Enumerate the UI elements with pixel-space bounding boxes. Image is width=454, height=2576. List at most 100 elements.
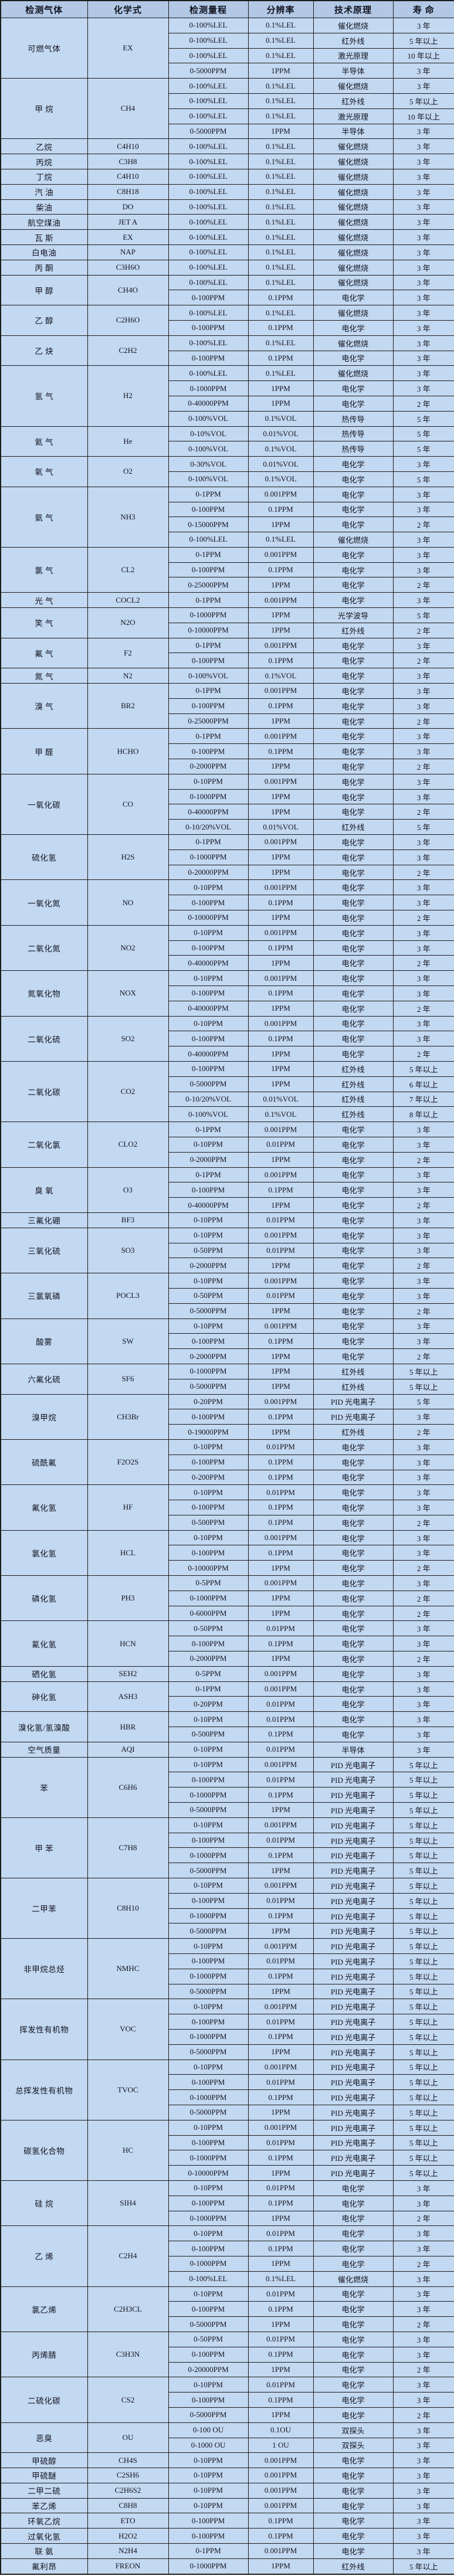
range-cell: 0-100%LEL bbox=[168, 2271, 249, 2287]
gas-name-cell: 三氯氧磷 bbox=[0, 1273, 88, 1319]
table-row: 丁烷 C4H10 0-100%LEL 0.1%LEL 催化燃烧 3 年 bbox=[0, 168, 454, 185]
resolution-cell: 1PPM bbox=[248, 864, 314, 881]
resolution-cell: 0.1PPM bbox=[248, 2150, 314, 2166]
table-row: 空气质量 AQI 0-10PPM 0.01PPM 半导体 3 年 bbox=[0, 1741, 454, 1758]
principle-cell: PID 光电离子 bbox=[313, 1923, 394, 1939]
range-cell: 0-10PPM bbox=[168, 1938, 249, 1954]
resolution-cell: 1PPM bbox=[248, 1061, 314, 1077]
principle-cell: 电化学 bbox=[313, 1575, 394, 1591]
range-cell: 0-1PPM bbox=[168, 637, 249, 654]
resolution-cell: 0.1PPM bbox=[248, 1787, 314, 1803]
principle-cell: 热传导 bbox=[313, 441, 394, 457]
table-row: 0-10000PPM 1PPM 红外线 2 年 bbox=[1, 622, 454, 638]
principle-cell: 电化学 bbox=[313, 1212, 394, 1228]
resolution-cell: 0.1%LEL bbox=[248, 138, 314, 155]
table-row: 氮氧化物 NOX 0-10PPM 0.001PPM 电化学 3 年 bbox=[0, 970, 454, 1017]
lifespan-cell: 2 年 bbox=[392, 1560, 454, 1576]
principle-cell: PID 光电离子 bbox=[313, 1892, 394, 1909]
lifespan-cell: 3 年 bbox=[392, 683, 454, 699]
resolution-cell: 0.1PPM bbox=[248, 653, 314, 669]
range-cell: 0-10PPM bbox=[168, 925, 249, 941]
range-cell: 0-10PPM bbox=[168, 2482, 249, 2499]
lifespan-cell: 5 年 bbox=[392, 426, 454, 442]
lifespan-cell: 3 年 bbox=[392, 1711, 454, 1728]
range-cell: 0-100%LEL bbox=[168, 108, 249, 124]
range-cell: 0-100PPM bbox=[168, 2241, 249, 2256]
range-cell: 0-1PPM bbox=[168, 1122, 249, 1137]
principle-cell: 电化学 bbox=[313, 970, 394, 986]
gas-name-cell: 氢 气 bbox=[0, 365, 88, 427]
table-row: 0-100%LEL 0.1%LEL 催化燃烧 3 年 bbox=[1, 2271, 454, 2287]
table-row: 环氧乙烷 ETO 0-100PPM 0.1PPM 电化学 3 年 bbox=[0, 2513, 454, 2529]
gas-name-cell: 甲 烷 bbox=[0, 78, 88, 140]
table-row: 二氧化氮 NO2 0-10PPM 0.001PPM 电化学 3 年 bbox=[0, 925, 454, 971]
formula-cell: N2 bbox=[87, 668, 169, 684]
lifespan-cell: 5 年以上 bbox=[392, 1968, 454, 1984]
lifespan-cell: 3 年 bbox=[392, 637, 454, 654]
lifespan-cell: 5 年以上 bbox=[392, 1983, 454, 2000]
principle-cell: 红外线 bbox=[313, 1061, 394, 1077]
resolution-cell: 1PPM bbox=[248, 1258, 314, 1274]
principle-cell: 电化学 bbox=[313, 2392, 394, 2408]
range-cell: 0-1PPM bbox=[168, 1167, 249, 1183]
formula-cell: NMHC bbox=[87, 1938, 169, 2000]
table-row: 乙 醇 C2H6O 0-100%LEL 0.1%LEL 催化燃烧 3 年 bbox=[0, 305, 454, 336]
table-row: 氯化氢 HCL 0-10PPM 0.001PPM 电化学 3 年 bbox=[0, 1530, 454, 1576]
lifespan-cell: 3 年 bbox=[392, 456, 454, 472]
gas-name-cell: 联 氨 bbox=[0, 2543, 88, 2559]
range-cell: 0-40000PPM bbox=[168, 804, 249, 820]
principle-cell: PID 光电离子 bbox=[313, 1787, 394, 1803]
header-cell-formula: 化学式 bbox=[87, 0, 169, 18]
lifespan-cell: 3 年 bbox=[392, 2377, 454, 2393]
resolution-cell: 1PPM bbox=[248, 1000, 314, 1017]
range-cell: 0-6000PPM bbox=[168, 1605, 249, 1622]
gas-name-cell: 六氟化硫 bbox=[0, 1363, 88, 1395]
range-cell: 0-100PPM bbox=[168, 1953, 249, 1969]
resolution-cell: 0.001PPM bbox=[248, 1318, 314, 1334]
principle-cell: 电化学 bbox=[313, 1151, 394, 1168]
lifespan-cell: 3 年 bbox=[392, 168, 454, 185]
formula-cell: C2SH6 bbox=[87, 2468, 169, 2483]
range-cell: 0-1000PPM bbox=[168, 2150, 249, 2166]
range-cell: 0-10PPM bbox=[168, 1999, 249, 2015]
principle-cell: 电化学 bbox=[313, 2195, 394, 2211]
lifespan-cell: 5 年以上 bbox=[392, 32, 454, 49]
range-cell: 0-5000PPM bbox=[168, 63, 249, 79]
range-cell: 0-1000 OU bbox=[168, 2437, 249, 2453]
lifespan-cell: 5 年以上 bbox=[392, 1878, 454, 1894]
gas-name-cell: 甲 苯 bbox=[0, 1817, 88, 1879]
table-row: 0-40000PPM 1PPM 电化学 2 年 bbox=[1, 395, 454, 412]
table-row: 0-100%VOL 0.1%VOL 热传导 5 年 bbox=[1, 410, 454, 427]
range-cell: 0-2000PPM bbox=[168, 1258, 249, 1274]
table-row: 0-1000PPM 0.1PPM PID 光电离子 5 年以上 bbox=[1, 2028, 454, 2045]
lifespan-cell: 2 年 bbox=[392, 1197, 454, 1213]
gas-name-cell: 氦 气 bbox=[0, 426, 88, 457]
range-cell: 0-1000PPM bbox=[168, 380, 249, 396]
gas-name-cell: 砷化氢 bbox=[0, 1681, 88, 1712]
principle-cell: 催化燃烧 bbox=[313, 18, 394, 33]
formula-cell: COCL2 bbox=[87, 592, 169, 609]
lifespan-cell: 2 年 bbox=[392, 2407, 454, 2423]
resolution-cell: 0.1PPM bbox=[248, 1847, 314, 1864]
lifespan-cell: 3 年 bbox=[392, 365, 454, 382]
formula-cell: C4H10 bbox=[87, 168, 169, 185]
table-row: 0-1000 OU 1 OU 双探头 3 年 bbox=[1, 2437, 454, 2453]
principle-cell: 电化学 bbox=[313, 380, 394, 396]
gas-name-cell: 一氧化碳 bbox=[0, 773, 88, 835]
table-row: 甲 苯 C7H8 0-10PPM 0.001PPM PID 光电离子 5 年以上 bbox=[0, 1817, 454, 1879]
gas-name-cell: 溴甲烷 bbox=[0, 1394, 88, 1440]
formula-cell: CO2 bbox=[87, 1061, 169, 1123]
range-cell: 0-100PPM bbox=[168, 1545, 249, 1561]
resolution-cell: 0.1%LEL bbox=[248, 199, 314, 215]
lifespan-cell: 3 年 bbox=[392, 214, 454, 230]
principle-cell: 催化燃烧 bbox=[313, 365, 394, 382]
lifespan-cell: 5 年以上 bbox=[392, 1756, 454, 1773]
principle-cell: 电化学 bbox=[313, 1590, 394, 1606]
formula-cell: C2H6O bbox=[87, 305, 169, 336]
lifespan-cell: 3 年 bbox=[392, 668, 454, 684]
lifespan-cell: 3 年 bbox=[392, 335, 454, 351]
gas-name-cell: 苯 bbox=[0, 1756, 88, 1818]
range-cell: 0-10PPM bbox=[168, 1015, 249, 1032]
header-cell-resolution: 分辨率 bbox=[248, 0, 314, 18]
principle-cell: PID 光电离子 bbox=[313, 1953, 394, 1969]
